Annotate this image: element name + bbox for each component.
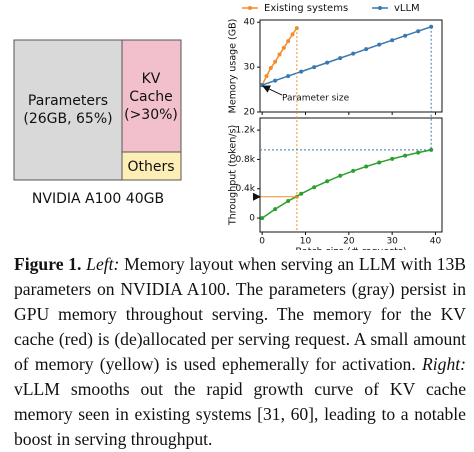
data-point: [364, 47, 369, 52]
series-line: [261, 149, 432, 219]
caption: Figure 1. Left: Memory layout when servi…: [14, 252, 466, 452]
data-point: [312, 185, 317, 190]
data-point: [377, 160, 382, 165]
data-point: [286, 74, 291, 79]
y-tick-label: 30: [244, 63, 256, 73]
data-point: [260, 216, 265, 221]
legend-marker: [378, 6, 382, 10]
data-point: [290, 32, 295, 37]
x-tick-label: 0: [259, 237, 265, 247]
data-point: [351, 51, 356, 56]
data-point: [312, 65, 317, 70]
label: KV: [142, 71, 161, 87]
data-point: [325, 179, 330, 184]
data-point: [277, 52, 282, 57]
y-tick-label: 20: [244, 108, 256, 118]
x-axis-label: Batch size (# requests): [295, 247, 406, 251]
x-tick-label: 40: [430, 237, 442, 247]
label: (26GB, 65%): [23, 111, 112, 127]
x-tick-label: 20: [343, 237, 355, 247]
y-tick-label: 40: [244, 18, 256, 28]
data-point: [390, 156, 395, 161]
data-point: [268, 66, 273, 71]
series-line: [261, 26, 432, 86]
data-point: [286, 199, 291, 204]
y-tick-label: 0.4k: [235, 184, 255, 194]
data-point: [286, 39, 291, 44]
y-tick-label: 1.2k: [235, 126, 255, 136]
caption-label: Figure 1.: [14, 254, 82, 274]
x-tick-label: 30: [386, 237, 398, 247]
label: Others: [127, 159, 174, 175]
legend-marker: [248, 6, 252, 10]
parameters-block: [13, 39, 123, 181]
axes-frame: [259, 19, 443, 113]
label: (>30%): [124, 107, 178, 123]
caption-text: vLLM smooths out the rapid growth curve …: [14, 379, 466, 449]
data-point: [338, 56, 343, 61]
data-point: [325, 60, 330, 65]
legend-label: vLLM: [394, 3, 420, 14]
data-point: [338, 173, 343, 178]
label: Cache: [129, 89, 173, 105]
data-point: [273, 59, 278, 64]
legend-label: Existing systems: [264, 3, 348, 14]
data-point: [416, 29, 421, 34]
data-point: [416, 150, 421, 155]
figure: Parameters (26GB, 65%) KV Cache (>30%) O…: [13, 3, 443, 251]
data-point: [273, 78, 278, 83]
caption-left: Left:: [86, 254, 120, 274]
data-point: [364, 164, 369, 169]
x-tick-label: 10: [300, 237, 312, 247]
annotation-arrow: [262, 85, 283, 96]
data-point: [281, 45, 286, 50]
caption-text: Memory layout when serving an LLM with 1…: [14, 254, 467, 374]
data-point: [377, 42, 382, 47]
caption-right: Right:: [422, 354, 466, 374]
axes-frame: [259, 117, 443, 233]
data-point: [351, 168, 356, 173]
y-tick-label: 0.8k: [235, 155, 255, 165]
data-point: [299, 69, 304, 74]
data-point: [429, 147, 434, 152]
label: Parameters: [28, 93, 108, 109]
data-point: [273, 207, 278, 212]
annotation: Parameter size: [282, 94, 350, 104]
data-point: [264, 74, 269, 79]
data-point: [390, 38, 395, 43]
data-point: [299, 191, 304, 196]
others-block: [121, 151, 182, 181]
kv-block: [121, 39, 182, 153]
data-point: [403, 153, 408, 158]
y-axis-label: Throughput (token/s): [228, 125, 239, 226]
data-point: [403, 33, 408, 38]
y-axis-label: Memory usage (GB): [228, 19, 239, 114]
label: NVIDIA A100 40GB: [32, 191, 164, 207]
y-tick-label: 0: [249, 214, 255, 224]
